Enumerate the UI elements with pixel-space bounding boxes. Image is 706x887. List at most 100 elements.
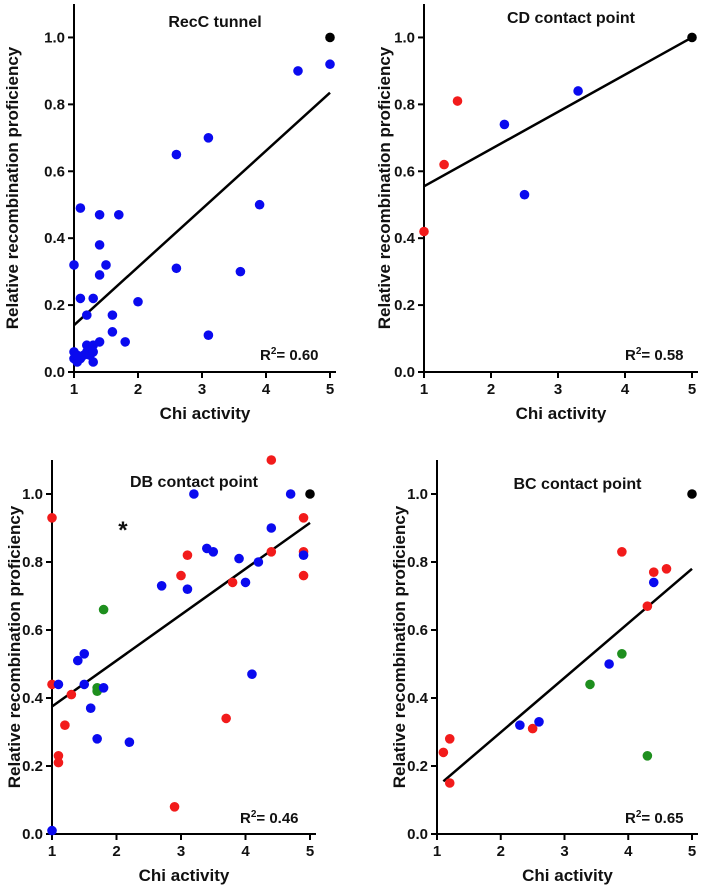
x-tick-label: 2: [497, 843, 505, 860]
y-tick-label: 0.4: [407, 690, 429, 707]
y-tick-label: 0.2: [44, 297, 65, 314]
x-tick-label: 4: [621, 381, 630, 398]
panel-recc-tunnel: 0.0 0.2 0.4 0.6 0.8 1.0 1 2 3 4 5 Chi activity Relat…: [3, 4, 336, 423]
x-axis-title: Chi activity: [522, 866, 613, 885]
x-tick-label: 4: [624, 843, 633, 860]
y-tick-label: 0.2: [407, 758, 428, 775]
y-axis-title: Relative recombination proficiency: [390, 505, 409, 788]
y-tick-label: 0.8: [22, 554, 43, 571]
r-squared-label: R2= 0.58: [625, 346, 684, 364]
y-tick-label: 1.0: [407, 486, 428, 503]
y-tick-label: 0.8: [394, 96, 415, 113]
data-point-blue: [133, 296, 143, 307]
data-point-red: [617, 547, 627, 557]
x-axis-title: Chi activity: [516, 404, 607, 423]
data-point-red: [221, 713, 231, 724]
data-point-blue: [182, 584, 193, 594]
data-point-blue: [534, 717, 544, 727]
regression-line: [442, 567, 693, 783]
data-point-red: [176, 570, 186, 581]
x-tick-label: 2: [134, 381, 142, 398]
x-tick-label: 3: [560, 843, 568, 860]
data-point-blue: [171, 149, 182, 160]
x-tick-label: 4: [241, 843, 250, 860]
data-point-blue: [79, 679, 90, 690]
data-point-blue: [101, 260, 111, 270]
data-point-blue: [240, 577, 251, 588]
y-tick-label: 0.0: [394, 364, 415, 381]
data-point-blue: [208, 547, 219, 557]
y-tick-label: 0.0: [407, 826, 428, 843]
data-point-blue: [75, 293, 86, 304]
data-point-blue: [124, 737, 135, 747]
y-tick-label: 0.4: [44, 230, 66, 247]
y-tick-label: 0.0: [22, 826, 43, 843]
r-squared-label: R2= 0.60: [260, 346, 319, 364]
x-tick-label: 2: [112, 843, 120, 860]
data-point-black: [305, 489, 315, 499]
data-point-blue: [88, 357, 98, 367]
x-tick-label: 1: [48, 843, 56, 860]
panel-bc-contact-point: 0.0 0.2 0.4 0.6 0.8 1.0 1 2 3 4 5 Chi activity Relat…: [390, 460, 698, 885]
data-point-red: [227, 577, 238, 588]
data-point-blue: [171, 263, 182, 274]
data-point-green: [585, 679, 595, 690]
data-point-green: [98, 604, 109, 615]
data-point-blue: [88, 293, 98, 304]
data-point-black: [325, 32, 335, 43]
data-point-red: [642, 601, 653, 611]
data-point-blue: [114, 209, 124, 220]
data-point-blue: [94, 337, 105, 347]
data-point-blue: [325, 59, 335, 70]
y-tick-label: 0.0: [44, 364, 65, 381]
data-point-red: [266, 455, 277, 465]
data-point-blue: [92, 734, 102, 744]
data-point-red: [438, 747, 449, 758]
data-point-red: [66, 689, 77, 700]
x-tick-label: 2: [487, 381, 495, 398]
x-tick-label: 3: [554, 381, 562, 398]
data-point-blue: [519, 189, 530, 200]
x-tick-label: 1: [70, 381, 78, 398]
y-tick-label: 0.6: [394, 163, 415, 180]
data-point-blue: [98, 683, 109, 693]
y-tick-label: 0.6: [44, 163, 65, 180]
data-point-green: [617, 649, 627, 659]
y-tick-label: 0.2: [22, 758, 43, 775]
data-point-red: [298, 570, 309, 581]
data-point-black: [687, 489, 697, 499]
data-point-black: [687, 32, 697, 43]
panel-cd-contact-point: 0.0 0.2 0.4 0.6 0.8 1.0 1 2 3 4 5 Chi activity Relat…: [375, 4, 698, 423]
data-point-blue: [648, 577, 659, 588]
panel-title: RecC tunnel: [168, 14, 261, 31]
data-point-blue: [53, 679, 64, 690]
y-tick-label: 0.8: [407, 554, 428, 571]
data-point-blue: [235, 266, 246, 277]
data-point-blue: [73, 655, 83, 666]
data-point-blue: [253, 557, 264, 567]
regression-line: [73, 91, 331, 327]
x-tick-label: 1: [433, 843, 441, 860]
data-point-blue: [75, 203, 86, 213]
x-tick-label: 4: [262, 381, 271, 398]
data-point-blue: [499, 119, 510, 130]
data-point-red: [169, 802, 180, 812]
data-point-blue: [82, 310, 92, 320]
data-point-red: [419, 226, 429, 237]
data-point-blue: [107, 327, 118, 337]
data-point-blue: [156, 581, 167, 591]
panel-title: BC contact point: [514, 476, 643, 493]
data-point-blue: [298, 550, 309, 560]
data-point-red: [452, 96, 463, 106]
data-point-red: [182, 550, 193, 560]
r-squared-label: R2= 0.65: [625, 809, 684, 827]
panel-title: DB contact point: [130, 474, 259, 491]
y-tick-label: 0.2: [394, 297, 415, 314]
data-point-blue: [203, 133, 214, 143]
data-point-blue: [266, 523, 277, 533]
data-point-blue: [94, 270, 105, 280]
panel-title: CD contact point: [507, 10, 636, 27]
data-point-blue: [254, 199, 265, 210]
y-axis-title: Relative recombination proficiency: [375, 46, 394, 329]
